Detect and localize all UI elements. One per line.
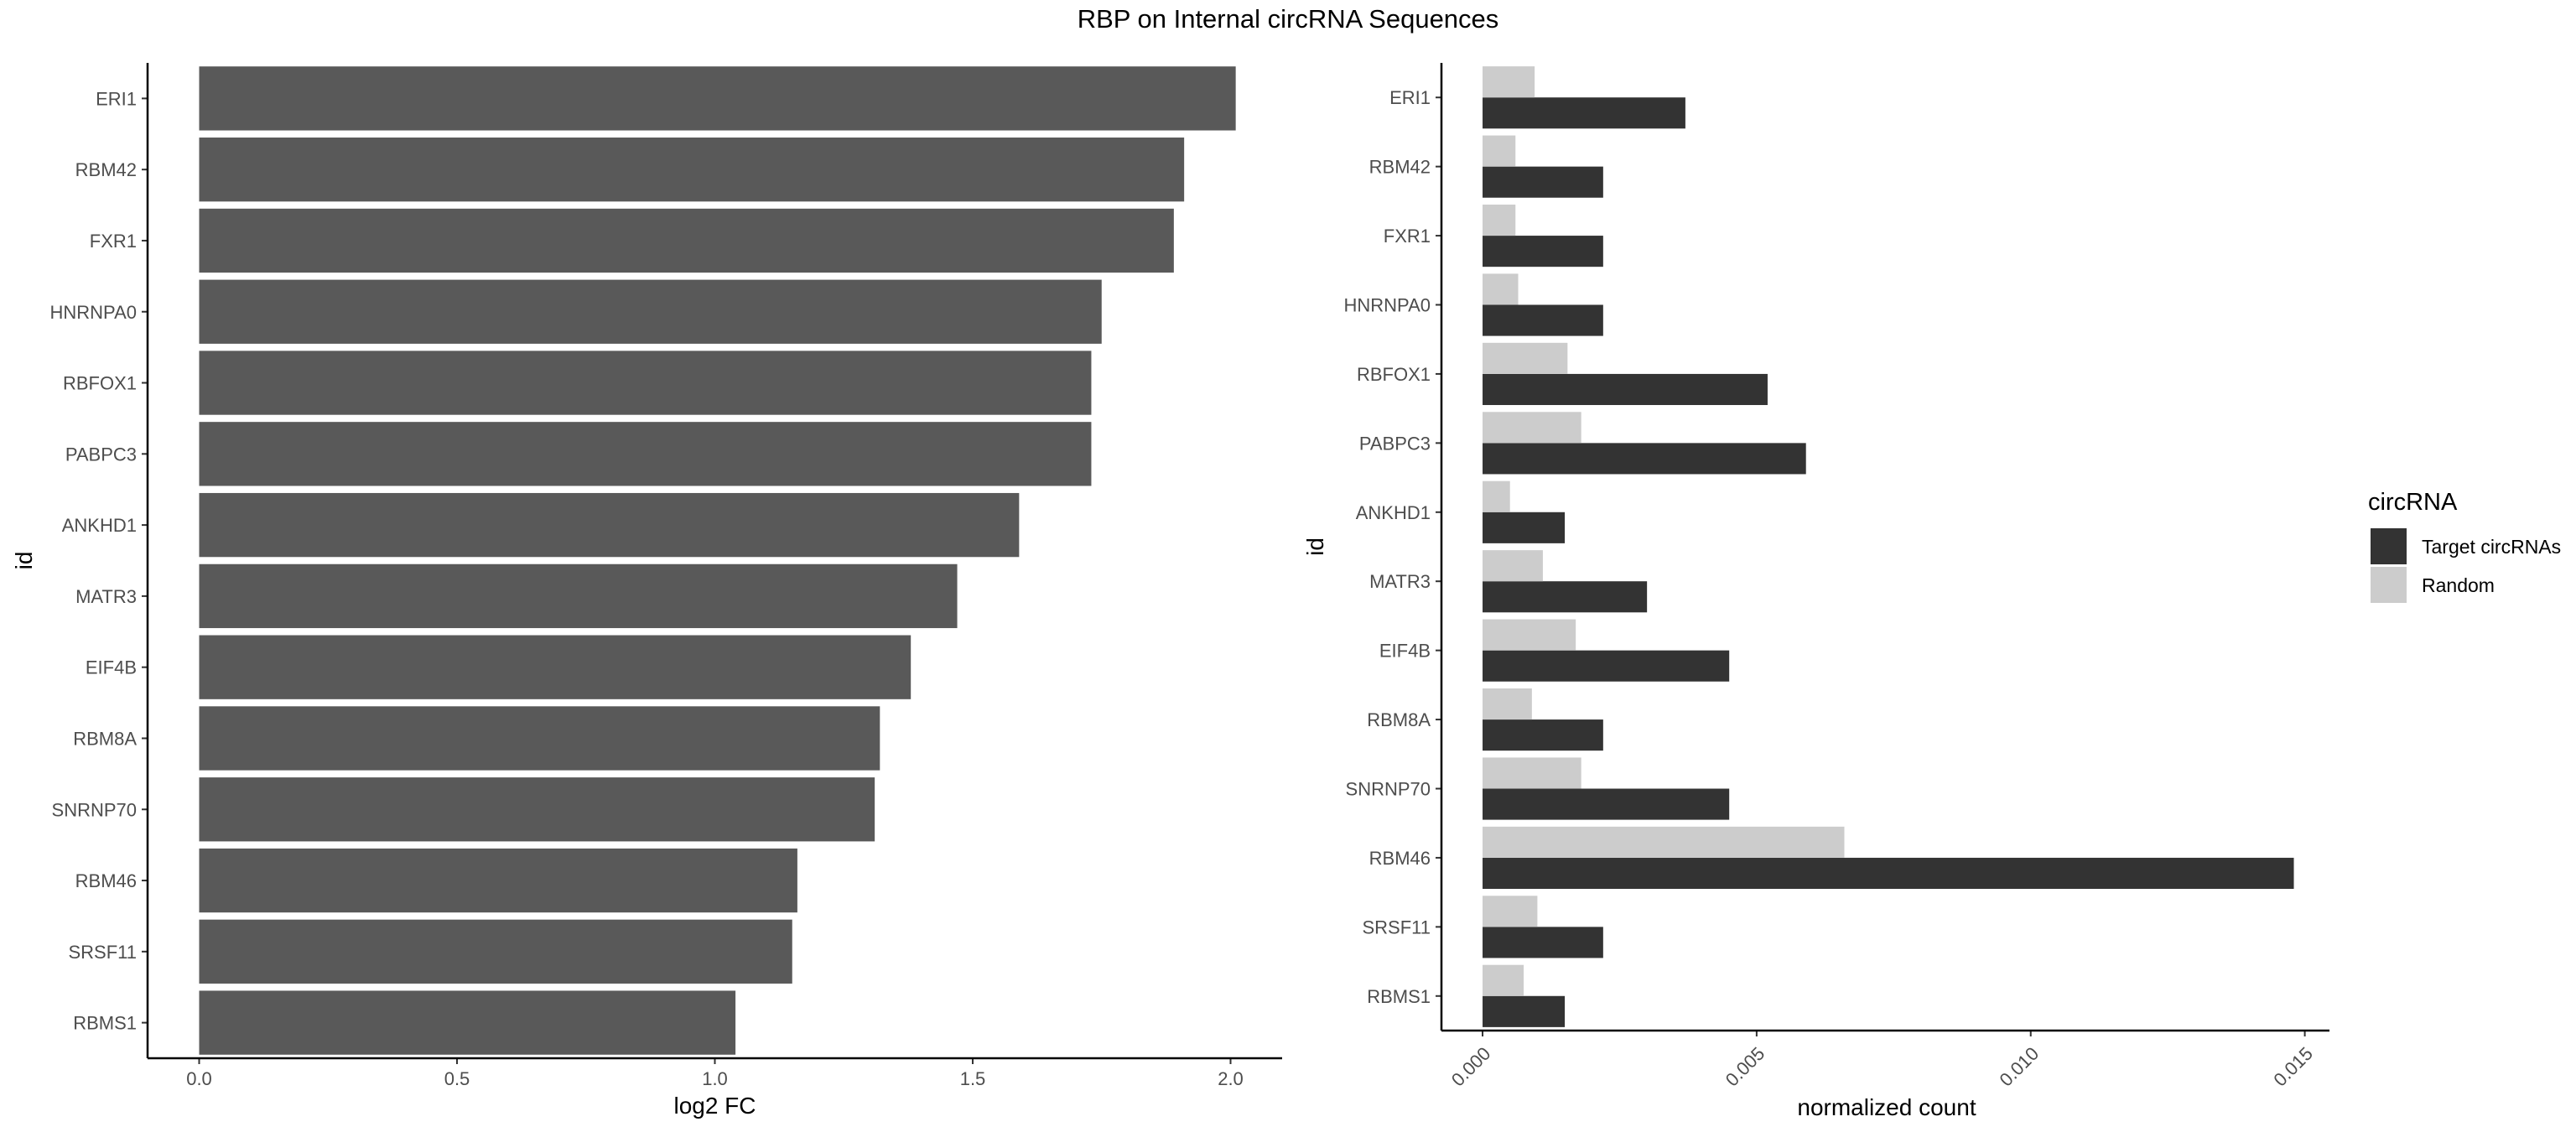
bar-target-srsf11	[1483, 927, 1603, 958]
y-tick-label: RBM46	[75, 870, 137, 891]
legend-title: circRNA	[2368, 489, 2458, 516]
y-tick-label: MATR3	[1369, 571, 1431, 592]
y-axis-title: id	[11, 552, 37, 570]
x-axis-title: log2 FC	[673, 1093, 756, 1119]
x-axis-title: normalized count	[1797, 1094, 1976, 1120]
y-tick-label: PABPC3	[1359, 433, 1431, 454]
y-tick-label: FXR1	[1384, 226, 1431, 247]
y-tick-label: RBM42	[75, 159, 137, 180]
bar-random-rbm46	[1483, 826, 1845, 858]
y-axis-title: id	[1302, 538, 1328, 556]
bar-log2fc-rbm46	[199, 848, 797, 913]
y-tick-label: RBM8A	[73, 728, 137, 749]
y-tick-label: SRSF11	[68, 942, 137, 963]
y-tick-label: RBM8A	[1367, 709, 1431, 730]
x-tick-label: 1.5	[960, 1068, 986, 1089]
y-tick-label: RBM46	[1369, 848, 1431, 869]
y-tick-label: HNRNPA0	[1343, 295, 1431, 316]
bar-log2fc-snrnp70	[199, 777, 875, 842]
bar-target-hnrnpa0	[1483, 304, 1603, 336]
bar-target-fxr1	[1483, 236, 1603, 267]
bar-target-eif4b	[1483, 650, 1730, 682]
x-tick-label: 0.015	[2269, 1043, 2317, 1091]
bar-target-rbm46	[1483, 857, 2294, 890]
bar-random-rbm8a	[1483, 688, 1532, 720]
bar-random-fxr1	[1483, 204, 1516, 236]
bar-target-eri1	[1483, 97, 1685, 129]
y-tick-label: MATR3	[75, 586, 137, 607]
bar-log2fc-rbms1	[199, 990, 736, 1055]
bar-target-matr3	[1483, 581, 1648, 613]
x-tick-label: 0.000	[1447, 1043, 1495, 1091]
y-tick-label: ANKHD1	[62, 515, 137, 536]
bar-random-rbm42	[1483, 135, 1516, 167]
bar-target-rbm8a	[1483, 719, 1603, 751]
bar-random-pabpc3	[1483, 412, 1581, 444]
x-tick-label: 0.005	[1722, 1043, 1769, 1091]
bar-log2fc-eif4b	[199, 635, 911, 699]
bar-random-eif4b	[1483, 619, 1576, 651]
x-tick-label: 0.0	[186, 1068, 212, 1089]
bar-random-hnrnpa0	[1483, 273, 1519, 305]
y-tick-label: HNRNPA0	[49, 302, 137, 323]
x-tick-label: 0.5	[444, 1068, 470, 1089]
x-tick-label: 0.010	[1996, 1043, 2044, 1091]
bar-random-srsf11	[1483, 896, 1538, 927]
legend-key-random	[2371, 567, 2407, 603]
bar-log2fc-ankhd1	[199, 492, 1020, 558]
legend-label: Random	[2422, 574, 2495, 596]
bar-target-ankhd1	[1483, 512, 1566, 543]
y-tick-label: RBMS1	[1367, 986, 1431, 1007]
y-tick-label: PABPC3	[65, 444, 137, 465]
bar-random-snrnp70	[1483, 757, 1581, 789]
bar-target-rbfox1	[1483, 373, 1768, 406]
plot-title: RBP on Internal circRNA Sequences	[1078, 4, 1499, 34]
y-tick-label: ERI1	[96, 88, 137, 109]
legend-label: Target circRNAs	[2422, 536, 2561, 558]
bar-log2fc-eri1	[199, 66, 1236, 131]
bar-log2fc-rbfox1	[199, 351, 1092, 415]
y-tick-label: RBFOX1	[63, 373, 137, 394]
y-tick-label: SNRNP70	[52, 799, 137, 820]
y-tick-label: EIF4B	[86, 657, 137, 678]
y-tick-label: ANKHD1	[1356, 502, 1431, 523]
bar-random-rbms1	[1483, 964, 1524, 996]
bar-log2fc-matr3	[199, 564, 958, 629]
bar-random-rbfox1	[1483, 342, 1568, 374]
x-tick-label: 1.0	[702, 1068, 728, 1089]
y-tick-label: RBMS1	[73, 1013, 137, 1034]
legend-key-target	[2371, 528, 2407, 564]
bar-log2fc-hnrnpa0	[199, 279, 1102, 344]
bar-target-snrnp70	[1483, 788, 1730, 820]
bar-random-eri1	[1483, 66, 1535, 98]
y-tick-label: RBFOX1	[1357, 364, 1431, 385]
bar-target-rbm42	[1483, 166, 1603, 198]
x-tick-label: 2.0	[1218, 1068, 1244, 1089]
bar-log2fc-pabpc3	[199, 422, 1092, 486]
bar-log2fc-rbm42	[199, 138, 1185, 202]
y-tick-label: SNRNP70	[1346, 779, 1431, 800]
y-tick-label: FXR1	[90, 231, 137, 252]
bar-log2fc-rbm8a	[199, 706, 880, 771]
bar-log2fc-srsf11	[199, 919, 792, 984]
bar-target-pabpc3	[1483, 443, 1806, 475]
y-tick-label: SRSF11	[1362, 917, 1431, 937]
bar-log2fc-fxr1	[199, 208, 1174, 273]
y-tick-label: ERI1	[1389, 87, 1431, 108]
y-tick-label: RBM42	[1369, 157, 1431, 178]
bar-random-ankhd1	[1483, 480, 1510, 512]
y-tick-label: EIF4B	[1379, 641, 1431, 662]
bar-target-rbms1	[1483, 995, 1566, 1027]
bar-random-matr3	[1483, 550, 1543, 582]
